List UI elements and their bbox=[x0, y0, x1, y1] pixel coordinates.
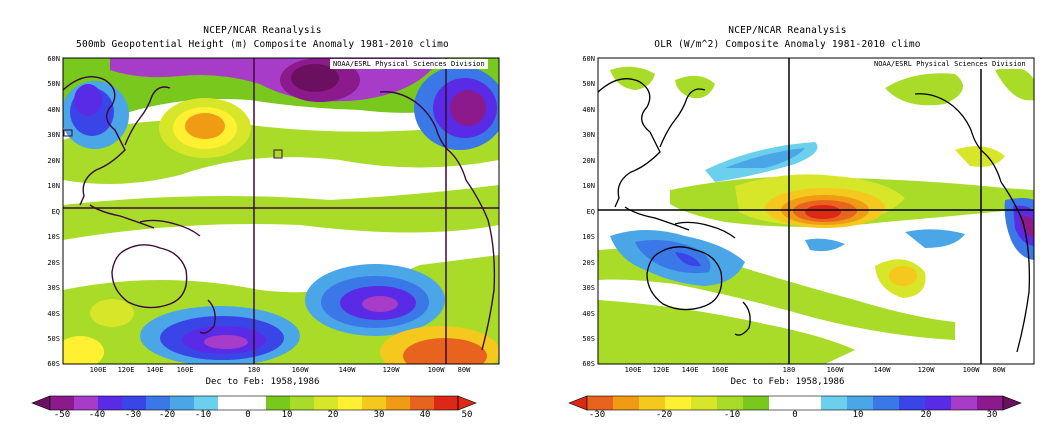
lon-label: 160E bbox=[176, 366, 194, 374]
colorbar-tick: 30 bbox=[373, 410, 385, 420]
olr-anomaly-panel: NCEP/NCAR Reanalysis OLR (W/m^2) Composi… bbox=[525, 0, 1050, 435]
colorbar-tick: -30 bbox=[588, 410, 606, 420]
olr-anomaly-field bbox=[598, 58, 1034, 364]
height-anomaly-field bbox=[63, 58, 499, 364]
colorbar-tick: -20 bbox=[655, 410, 673, 420]
lon-label: 120E bbox=[652, 366, 670, 374]
lat-label: 50N bbox=[47, 80, 60, 88]
panel-subtitle: 500mb Geopotential Height (m) Composite … bbox=[76, 39, 449, 50]
colorbar-tick: 20 bbox=[920, 410, 932, 420]
colorbar-tick: 10 bbox=[852, 410, 864, 420]
lat-label: 30N bbox=[582, 131, 595, 139]
lat-label: 20S bbox=[582, 259, 595, 267]
lon-label: 80W bbox=[992, 366, 1006, 374]
lat-label: 10N bbox=[582, 182, 595, 190]
panel-title: NCEP/NCAR Reanalysis bbox=[203, 25, 322, 36]
lat-label: 40S bbox=[47, 310, 60, 318]
lon-label: 100W bbox=[962, 366, 980, 374]
lon-label: 120E bbox=[117, 366, 135, 374]
colorbar-tick: -30 bbox=[124, 410, 142, 420]
lat-label: 30S bbox=[582, 284, 595, 292]
date-label: Dec to Feb: 1958,1986 bbox=[730, 377, 845, 387]
lon-label: 120W bbox=[917, 366, 935, 374]
lon-label: 100E bbox=[89, 366, 107, 374]
lon-label: 140W bbox=[873, 366, 891, 374]
panel-subtitle: OLR (W/m^2) Composite Anomaly 1981-2010 … bbox=[654, 39, 921, 50]
lon-label: 160W bbox=[291, 366, 309, 374]
colorbar-tick: -10 bbox=[723, 410, 741, 420]
lon-label: 100E bbox=[624, 366, 642, 374]
lon-label: 180 bbox=[247, 366, 261, 374]
lat-label: 20S bbox=[47, 259, 60, 267]
lat-label: 10S bbox=[582, 233, 595, 241]
date-label: Dec to Feb: 1958,1986 bbox=[205, 377, 320, 387]
lat-label: 50S bbox=[582, 335, 595, 343]
colorbar-tick: -20 bbox=[158, 410, 176, 420]
lat-label: EQ bbox=[51, 208, 60, 216]
lon-label: 100W bbox=[427, 366, 445, 374]
lat-label: 10S bbox=[47, 233, 60, 241]
colorbar-tick: 0 bbox=[245, 410, 251, 420]
colorbar-tick: 0 bbox=[792, 410, 798, 420]
lon-label: 120W bbox=[382, 366, 400, 374]
lon-label: 140W bbox=[338, 366, 356, 374]
colorbar-tick: -40 bbox=[88, 410, 106, 420]
height-anomaly-panel: NCEP/NCAR Reanalysis 500mb Geopotential … bbox=[31, 25, 500, 420]
lon-label: 180 bbox=[782, 366, 796, 374]
height-anomaly-map bbox=[31, 57, 500, 411]
lat-label: 40S bbox=[582, 310, 595, 318]
colorbar-tick: -10 bbox=[194, 410, 212, 420]
colorbar-tick: 40 bbox=[419, 410, 431, 420]
colorbar-tick: -50 bbox=[53, 410, 71, 420]
lat-label: 60S bbox=[582, 360, 595, 368]
lat-label: 20N bbox=[47, 157, 60, 165]
lon-label: 80W bbox=[457, 366, 471, 374]
lat-label: 30N bbox=[47, 131, 60, 139]
lat-label: 60N bbox=[47, 55, 60, 63]
lat-label: 40N bbox=[582, 106, 595, 114]
colorbar-tick: 10 bbox=[281, 410, 293, 420]
credit-label: NOAA/ESRL Physical Sciences Division bbox=[330, 59, 488, 69]
olr-colorbar bbox=[568, 395, 1022, 411]
olr-anomaly-map bbox=[568, 57, 1035, 411]
lat-label: 50S bbox=[47, 335, 60, 343]
panel-title: NCEP/NCAR Reanalysis bbox=[728, 25, 847, 36]
lat-label: 50N bbox=[582, 80, 595, 88]
lon-label: 140E bbox=[146, 366, 164, 374]
lat-label: 60N bbox=[582, 55, 595, 63]
lat-label: EQ bbox=[586, 208, 595, 216]
lat-label: 10N bbox=[47, 182, 60, 190]
lon-label: 140E bbox=[681, 366, 699, 374]
colorbar-tick: 30 bbox=[986, 410, 998, 420]
lat-label: 40N bbox=[47, 106, 60, 114]
lat-label: 30S bbox=[47, 284, 60, 292]
credit-label: NOAA/ESRL Physical Sciences Division bbox=[871, 59, 1029, 69]
lon-label: 160W bbox=[826, 366, 844, 374]
lat-label: 20N bbox=[582, 157, 595, 165]
colorbar-tick: 50 bbox=[461, 410, 473, 420]
height-colorbar bbox=[31, 395, 477, 411]
lon-label: 160E bbox=[711, 366, 729, 374]
lat-label: 60S bbox=[47, 360, 60, 368]
colorbar-tick: 20 bbox=[327, 410, 339, 420]
